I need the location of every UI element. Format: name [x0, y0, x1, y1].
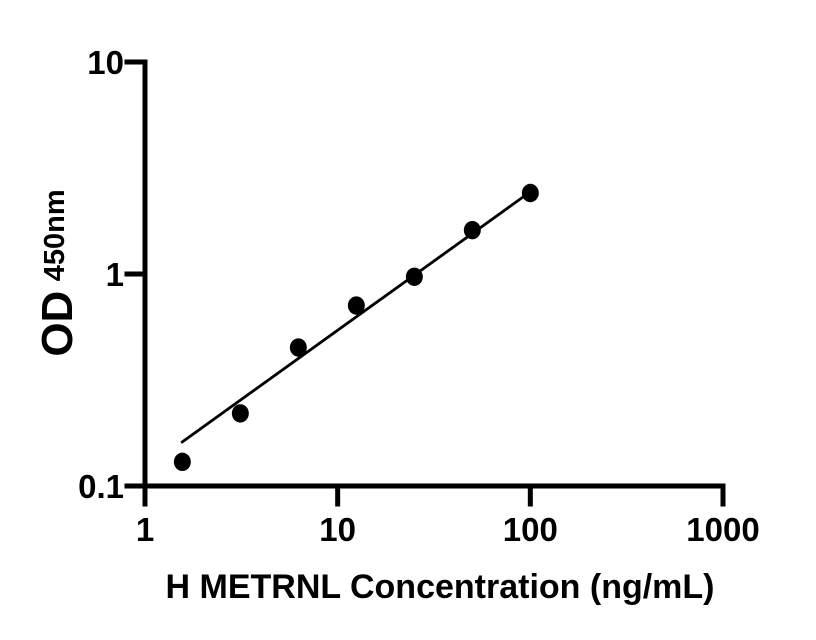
- data-point: [405, 267, 423, 287]
- data-point: [289, 338, 307, 357]
- y-axis-title-subscript: 450nm: [39, 189, 71, 281]
- data-point: [521, 183, 539, 203]
- data-layer: [173, 183, 539, 472]
- data-point: [173, 452, 191, 472]
- y-axis-title: OD 450nm: [33, 189, 82, 356]
- data-point: [463, 220, 481, 240]
- x-tick-label: 1: [136, 511, 154, 548]
- y-tick-label: 0.1: [78, 468, 124, 505]
- ticks-layer: 1 10 100 1000 0.1 1 10: [78, 44, 760, 548]
- axes-layer: [142, 59, 726, 489]
- y-tick-label: 10: [87, 44, 124, 81]
- x-tick-label: 100: [503, 511, 558, 548]
- data-point: [231, 404, 249, 423]
- x-axis-title: H METRNL Concentration (ng/mL): [166, 568, 715, 606]
- x-tick-label: 10: [319, 511, 356, 548]
- y-tick-label: 1: [106, 256, 124, 293]
- data-point: [347, 296, 365, 315]
- x-tick-label: 1000: [686, 511, 759, 548]
- y-axis-title-main: OD: [33, 291, 82, 357]
